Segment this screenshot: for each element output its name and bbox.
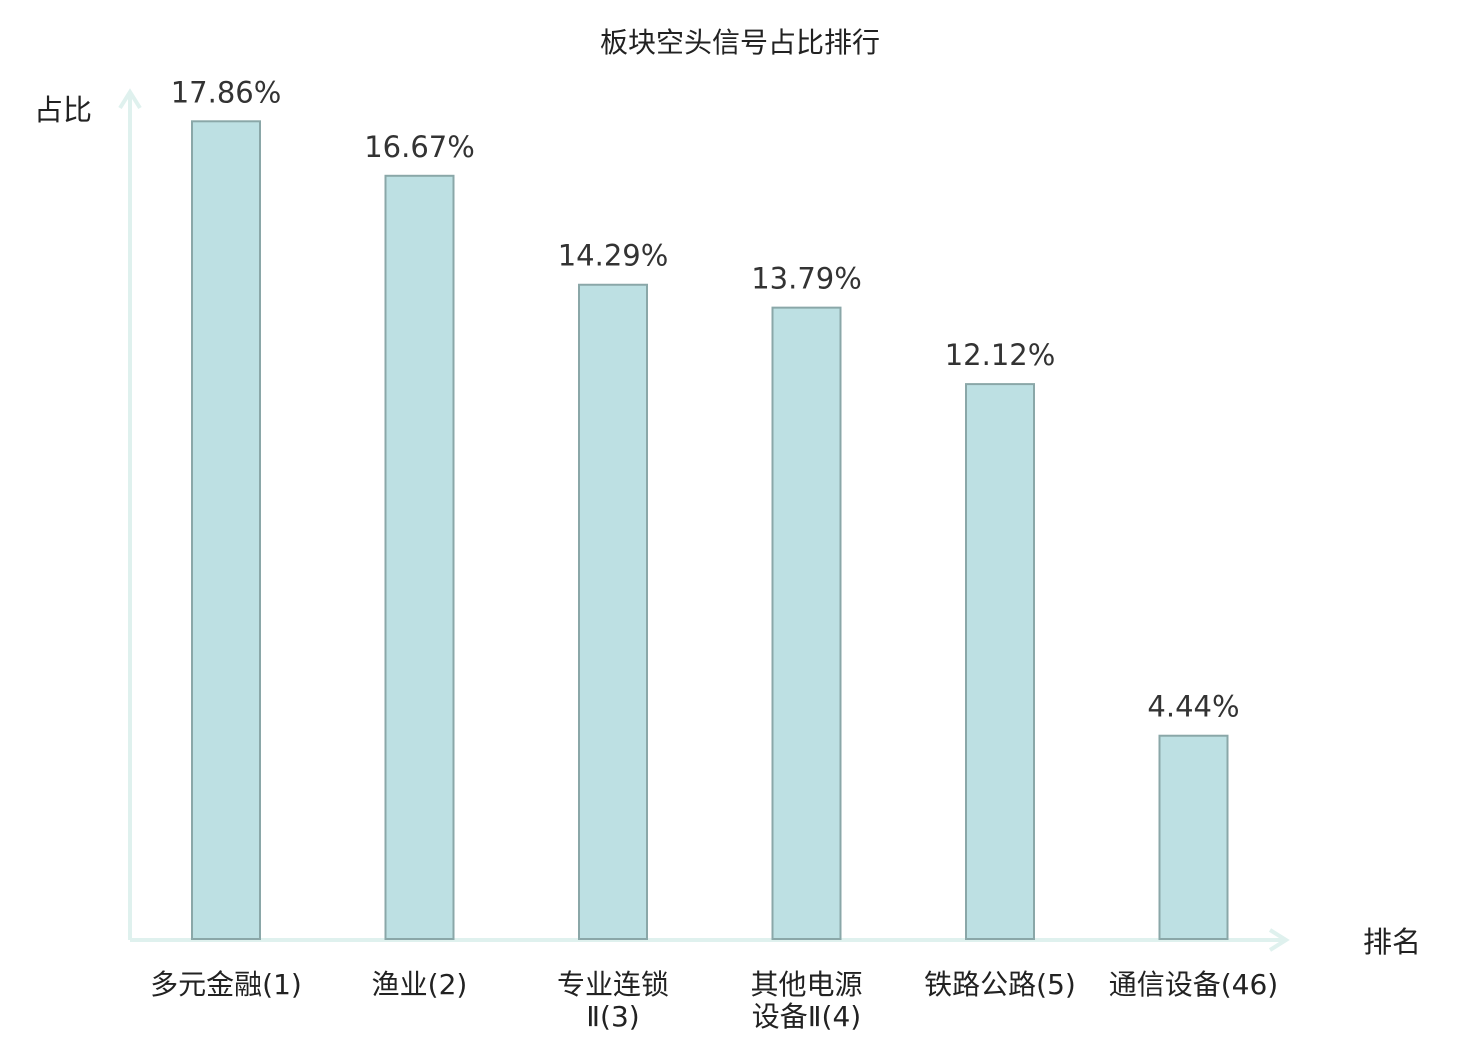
bars-group (191, 120, 1229, 941)
value-label-3: 14.29% (558, 239, 669, 273)
category-label-2: 渔业(2) (372, 968, 468, 1001)
value-labels-group: 17.86% 16.67% 14.29% 13.79% 12.12% 4.44% (171, 75, 1240, 723)
bar-2 (384, 174, 455, 941)
bar-6 (1158, 734, 1229, 940)
category-label-3-line-1: 专业连锁 (557, 968, 669, 1001)
value-label-5: 12.12% (945, 338, 1056, 372)
bar-4 (771, 306, 842, 941)
value-label-2: 16.67% (364, 130, 475, 164)
value-label-4: 13.79% (751, 262, 862, 296)
bar-1 (191, 120, 261, 940)
value-label-1: 17.86% (171, 75, 282, 109)
bar-5 (965, 383, 1035, 941)
category-label-6: 通信设备(46) (1109, 968, 1278, 1001)
x-axis-arrow-icon (1268, 928, 1290, 952)
y-axis-label: 占比 (34, 93, 92, 127)
y-axis: 占比 (34, 88, 142, 940)
bar-3 (578, 283, 648, 940)
x-axis-label: 排名 (1363, 925, 1421, 959)
category-label-3-line-2: Ⅱ(3) (586, 1000, 639, 1033)
category-label-1: 多元金融(1) (150, 968, 302, 1001)
category-label-5: 铁路公路(5) (924, 968, 1076, 1001)
category-label-4-line-1: 其他电源 (750, 968, 862, 1001)
value-label-6: 4.44% (1147, 690, 1239, 724)
category-label-4-line-2: 设备Ⅱ(4) (752, 1000, 861, 1033)
y-axis-arrow-icon (118, 88, 142, 110)
x-axis: 排名 (130, 925, 1421, 959)
chart-title: 板块空头信号占比排行 (600, 26, 880, 59)
